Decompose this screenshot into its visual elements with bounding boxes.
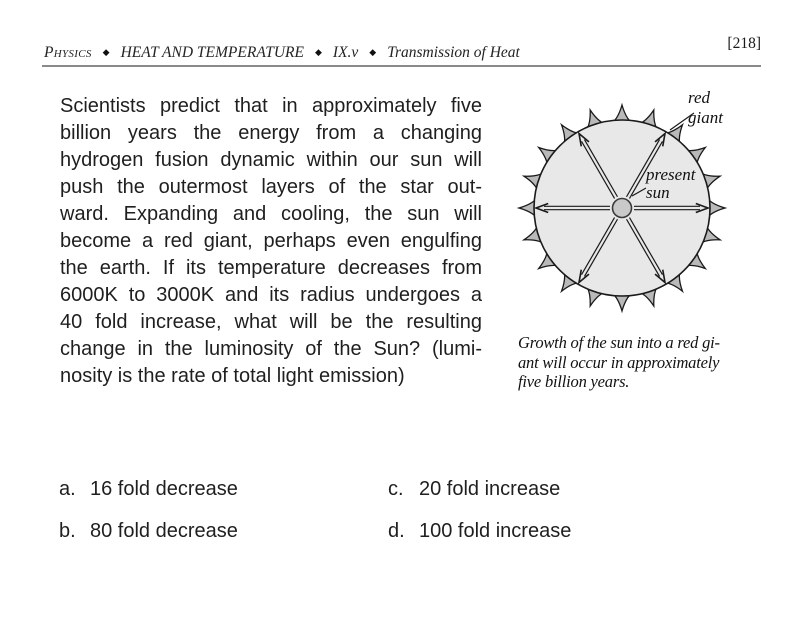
option-letter: a.	[59, 478, 76, 500]
expansion-arrow-shaft-inner	[581, 216, 618, 278]
page-header: Physics ◆ HEAT AND TEMPERATURE ◆ IX.v ◆ Transm…	[44, 44, 520, 62]
question-line: hydrogen fusion dynamic within our sun w…	[60, 149, 482, 171]
question-line: 6000K to 3000K and its radius undergoes …	[60, 284, 482, 306]
header-divider	[42, 65, 761, 67]
red-giant-label-line: giant	[688, 108, 723, 127]
option-text: 16 fold decrease	[90, 478, 238, 500]
page-number: [218]	[727, 35, 761, 52]
expansion-arrow-head	[577, 269, 590, 285]
expansion-arrow-shaft-inner	[626, 138, 663, 200]
sun-diagram	[516, 102, 728, 314]
option-b: b. 80 fold decrease	[59, 520, 238, 543]
option-letter: b.	[59, 520, 76, 542]
header-section: HEAT AND TEMPERATURE	[120, 44, 304, 61]
option-letter: c.	[388, 478, 404, 500]
option-d: d. 100 fold increase	[388, 520, 571, 543]
option-text: 100 fold increase	[419, 520, 572, 542]
expansion-arrow-head	[533, 202, 549, 214]
diamond-separator-icon: ◆	[102, 47, 110, 57]
caption-line: Growth of the sun into a red gi-	[518, 333, 720, 352]
question-line: billion years the energy from a changing	[60, 122, 482, 144]
question-line: Scientists predict that in approximately…	[60, 95, 482, 117]
question-line: push the outermost layers of the star ou…	[60, 176, 482, 198]
option-text: 80 fold decrease	[90, 520, 238, 542]
question-line: ward. Expanding and cooling, the sun wil…	[60, 203, 482, 225]
option-c: c. 20 fold increase	[388, 478, 560, 501]
expansion-arrow-shaft-inner	[626, 216, 663, 278]
figure-caption: Growth of the sun into a red gi- ant wil…	[518, 333, 720, 392]
present-sun-pointer-line	[631, 187, 647, 197]
present-sun-circle	[611, 197, 633, 219]
question-line: nosity is the rate of total light emissi…	[60, 365, 405, 387]
caption-line: five billion years.	[518, 372, 630, 391]
present-sun-label-line: sun	[646, 183, 670, 202]
present-sun-label: present sun	[646, 166, 695, 202]
option-a: a. 16 fold decrease	[59, 478, 238, 501]
diamond-separator-icon: ◆	[314, 47, 322, 57]
expansion-arrow-head	[654, 269, 667, 285]
red-giant-pointer-line	[669, 112, 695, 131]
caption-line: ant will occur in approximately	[518, 352, 720, 372]
question-line: change in the luminosity of the Sun? (lu…	[60, 338, 482, 360]
expansion-arrow-head	[695, 202, 711, 214]
present-sun-label-line: present	[646, 165, 696, 184]
option-letter: d.	[388, 520, 405, 542]
header-subject: Physics	[44, 44, 92, 61]
diamond-separator-icon: ◆	[369, 47, 377, 57]
expansion-arrow-head	[654, 131, 667, 147]
header-topic: Transmission of Heat	[387, 44, 520, 61]
question-line: 40 fold increase, what will be the resul…	[60, 311, 482, 333]
header-unit: IX.v	[332, 44, 359, 61]
option-text: 20 fold increase	[419, 478, 561, 500]
expansion-arrow-shaft-inner	[581, 138, 618, 200]
red-giant-label-line: red	[688, 88, 711, 107]
red-giant-label: red giant	[688, 88, 723, 128]
question-line: become a red giant, perhaps even engulfi…	[60, 230, 482, 252]
sun-figure: red giant present sun	[500, 80, 780, 335]
question-line: the earth. If its temperature decreases …	[60, 257, 482, 279]
question-text: Scientists predict that in approximately…	[60, 93, 482, 390]
expansion-arrow-head	[577, 131, 590, 147]
